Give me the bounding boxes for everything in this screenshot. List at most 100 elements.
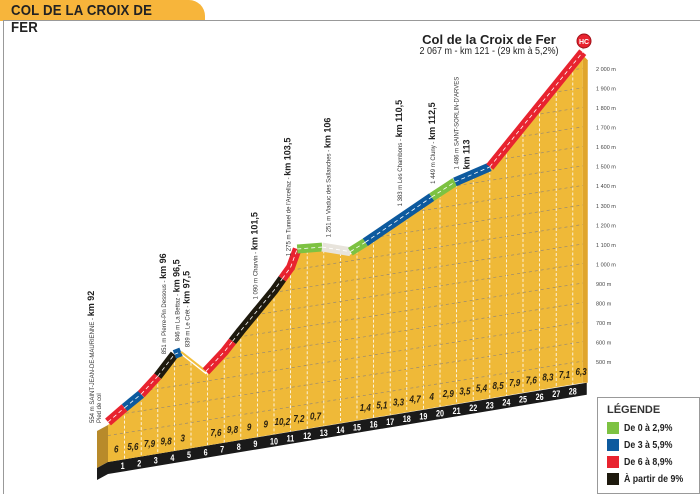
waypoint-sep: -	[90, 316, 96, 321]
gradient-label: 10,2	[275, 416, 291, 427]
road-centerline	[174, 351, 182, 355]
gradient-label: 7,6	[526, 375, 538, 386]
altitude-tick-label: 700 m	[596, 321, 612, 327]
legend-swatch-green	[607, 422, 619, 434]
km-tick-label: 12	[303, 431, 311, 441]
legend-swatch-black	[607, 473, 619, 485]
waypoint-km: km 103,5	[283, 138, 293, 176]
gradient-label: 2,9	[442, 388, 454, 399]
waypoint-sep: -	[326, 148, 332, 153]
gradient-label: 8,3	[542, 372, 553, 383]
waypoint-name: 846 m La Bettaz	[175, 298, 181, 342]
km-tick-label: 7	[220, 445, 224, 455]
altitude-tick-label: 1 600 m	[596, 145, 616, 151]
gradient-label: 7,9	[144, 438, 155, 449]
altitude-tick-label: 1 800 m	[596, 106, 616, 112]
km-tick-label: 20	[436, 409, 444, 419]
road-section	[137, 373, 162, 398]
km-tick-label: 2	[137, 459, 141, 469]
altitude-tick-label: 1 900 m	[596, 87, 616, 93]
waypoint-label: 1 251 m Viaduc des Sallanches - km 106	[322, 118, 332, 238]
km-tick-label: 28	[569, 387, 577, 397]
gradient-label: 7,9	[509, 377, 520, 388]
km-tick-label: 14	[336, 425, 344, 435]
legend-item: À partir de 9%	[607, 472, 691, 486]
road-centerline	[205, 341, 233, 372]
waypoint-label: 851 m Pierre-Pin Dessous - km 96	[158, 253, 168, 354]
legend-label: De 3 à 5,9%	[624, 439, 673, 451]
legend-item: De 3 à 5,9%	[607, 438, 679, 452]
altitude-tick-label: 900 m	[596, 282, 612, 288]
gradient-label: 1,4	[360, 402, 371, 413]
gradient-label: 9	[247, 422, 251, 433]
waypoint-name: 851 m Pierre-Pin Dessous	[162, 284, 168, 354]
road-centerline	[454, 166, 490, 183]
waypoint-label: 846 m La Bettaz - km 96,5	[171, 259, 181, 341]
waypoint-km: km 96	[158, 253, 168, 279]
frame-border-top	[3, 20, 700, 21]
road-centerline	[431, 181, 456, 198]
waypoint-name: 839 m Le Crêt	[185, 309, 191, 347]
waypoint-km: km 113	[461, 139, 471, 169]
waypoint-km: km 110,5	[394, 100, 404, 138]
km-tick-label: 5	[187, 450, 191, 460]
waypoint-km: km 97,5	[181, 271, 191, 304]
waypoint-sep: -	[185, 304, 191, 309]
altitude-tick-label: 500 m	[596, 360, 612, 366]
legend-swatch-blue	[607, 439, 619, 451]
legend-swatch-red	[607, 456, 619, 468]
gradient-label: 9	[263, 419, 267, 430]
altitude-tick-label: 1 000 m	[596, 262, 616, 268]
waypoint-sep: -	[431, 140, 437, 145]
waypoint-sep: -	[287, 176, 293, 181]
gradient-label: 5,1	[376, 399, 387, 410]
altitude-gridline	[108, 301, 583, 378]
km-strip	[97, 382, 587, 480]
road-centerline	[350, 241, 366, 252]
waypoint-label: 839 m Le Crêt - km 97,5	[181, 271, 191, 347]
hc-badge-icon	[576, 33, 592, 49]
altitude-tick-label: 800 m	[596, 301, 612, 307]
km-tick-label: 3	[154, 456, 158, 466]
waypoint-km: km 101,5	[249, 212, 259, 250]
waypoint-label: 1 275 m Tunnel de l'Arcellaz - km 103,5	[283, 138, 293, 257]
altitude-tick-label: 1 700 m	[596, 126, 616, 132]
km-tick-label: 11	[287, 434, 295, 444]
gradient-label: 5,6	[127, 441, 139, 452]
km-tick-label: 15	[353, 423, 361, 433]
km-tick-label: 9	[253, 439, 257, 449]
waypoint-label: 1 449 m Cluny - km 112,5	[427, 102, 437, 184]
profile-side	[582, 55, 588, 383]
legend-label: De 0 à 2,9%	[624, 422, 673, 434]
gradient-label: 3	[180, 433, 184, 444]
waypoint-name: 1 275 m Tunnel de l'Arcellaz	[287, 181, 293, 256]
hc-badge-text: HC	[579, 39, 589, 46]
altitude-gridline	[108, 321, 583, 397]
gradient-label: 9,8	[161, 435, 173, 446]
legend-item: De 0 à 2,9%	[607, 421, 679, 435]
km-tick-label: 1	[121, 461, 125, 471]
altitude-tick-label: 1 300 m	[596, 204, 616, 210]
altitude-gridline	[108, 340, 583, 417]
legend-item: De 6 à 8,9%	[607, 455, 679, 469]
road-centerline	[107, 407, 125, 423]
km-tick-label: 13	[320, 428, 328, 438]
road-centerline	[124, 393, 142, 408]
road-section	[296, 242, 323, 254]
altitude-tick-label: 1 400 m	[596, 184, 616, 190]
altitude-tick-label: 1 100 m	[596, 243, 616, 249]
gradient-label: 8,5	[493, 380, 505, 391]
waypoint-name: 1 251 m Viaduc des Sallanches	[326, 153, 332, 237]
altitude-tick-label: 1 500 m	[596, 165, 616, 171]
gradient-label: 3,3	[393, 397, 404, 408]
gradient-label: 5,4	[476, 383, 487, 394]
waypoint-label: 1 090 m Charvin - km 101,5	[249, 212, 259, 299]
legend-label: De 6 à 8,9%	[624, 456, 673, 468]
waypoint-km: km 92	[86, 291, 96, 317]
altitude-gridline	[108, 360, 583, 436]
gradient-label: 9,8	[227, 424, 239, 435]
gradient-label: 7,2	[293, 413, 304, 424]
frame-border-left	[3, 20, 4, 494]
waypoint-name: 554 m SAINT-JEAN-DE-MAURIENNE	[90, 322, 96, 423]
